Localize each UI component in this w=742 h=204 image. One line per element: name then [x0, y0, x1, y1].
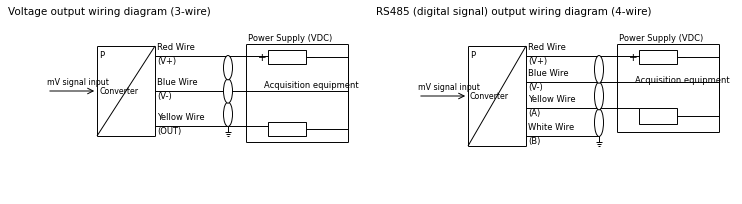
Text: −: − — [306, 53, 315, 63]
Text: RS485 (digital signal) output wiring diagram (4-wire): RS485 (digital signal) output wiring dia… — [376, 7, 651, 17]
Ellipse shape — [594, 109, 603, 137]
Text: mV signal input: mV signal input — [418, 83, 480, 92]
Ellipse shape — [594, 83, 603, 110]
Ellipse shape — [223, 103, 232, 127]
Text: Voltage output wiring diagram (3-wire): Voltage output wiring diagram (3-wire) — [8, 7, 211, 17]
Text: U: U — [654, 53, 661, 62]
Ellipse shape — [223, 79, 232, 104]
Text: Red Wire: Red Wire — [157, 43, 195, 52]
Text: Power Supply (VDC): Power Supply (VDC) — [619, 34, 703, 43]
Text: +: + — [257, 53, 266, 63]
Text: Acquisition equipment: Acquisition equipment — [635, 76, 729, 85]
Text: Yellow Wire: Yellow Wire — [157, 112, 205, 121]
Text: PC: PC — [652, 112, 664, 121]
Text: Blue Wire: Blue Wire — [157, 78, 197, 86]
Text: (V-): (V-) — [157, 92, 171, 101]
Text: (A): (A) — [528, 109, 540, 118]
Text: P: P — [470, 51, 475, 60]
Text: Converter: Converter — [470, 92, 509, 101]
Text: (OUT): (OUT) — [157, 126, 181, 135]
Ellipse shape — [223, 56, 232, 80]
Text: Yellow Wire: Yellow Wire — [528, 94, 576, 103]
Bar — [268, 51, 306, 65]
Text: Blue Wire: Blue Wire — [528, 69, 568, 78]
Text: (V-): (V-) — [528, 83, 542, 92]
Text: U: U — [283, 53, 290, 62]
Bar — [639, 109, 677, 124]
Bar — [639, 51, 677, 65]
Text: +: + — [628, 53, 637, 63]
Text: (V+): (V+) — [528, 57, 547, 66]
Text: (B): (B) — [528, 136, 540, 145]
Text: P: P — [99, 51, 104, 60]
Text: White Wire: White Wire — [528, 122, 574, 131]
Text: −: − — [677, 53, 686, 63]
Text: Acquisition equipment: Acquisition equipment — [264, 81, 358, 90]
Ellipse shape — [594, 56, 603, 84]
Text: Red Wire: Red Wire — [528, 43, 566, 52]
Text: mV signal input: mV signal input — [47, 78, 109, 86]
Text: Converter: Converter — [99, 87, 138, 96]
Text: (V+): (V+) — [157, 57, 176, 66]
Bar — [268, 122, 306, 136]
Text: V: V — [284, 125, 290, 134]
Text: Power Supply (VDC): Power Supply (VDC) — [248, 34, 332, 43]
